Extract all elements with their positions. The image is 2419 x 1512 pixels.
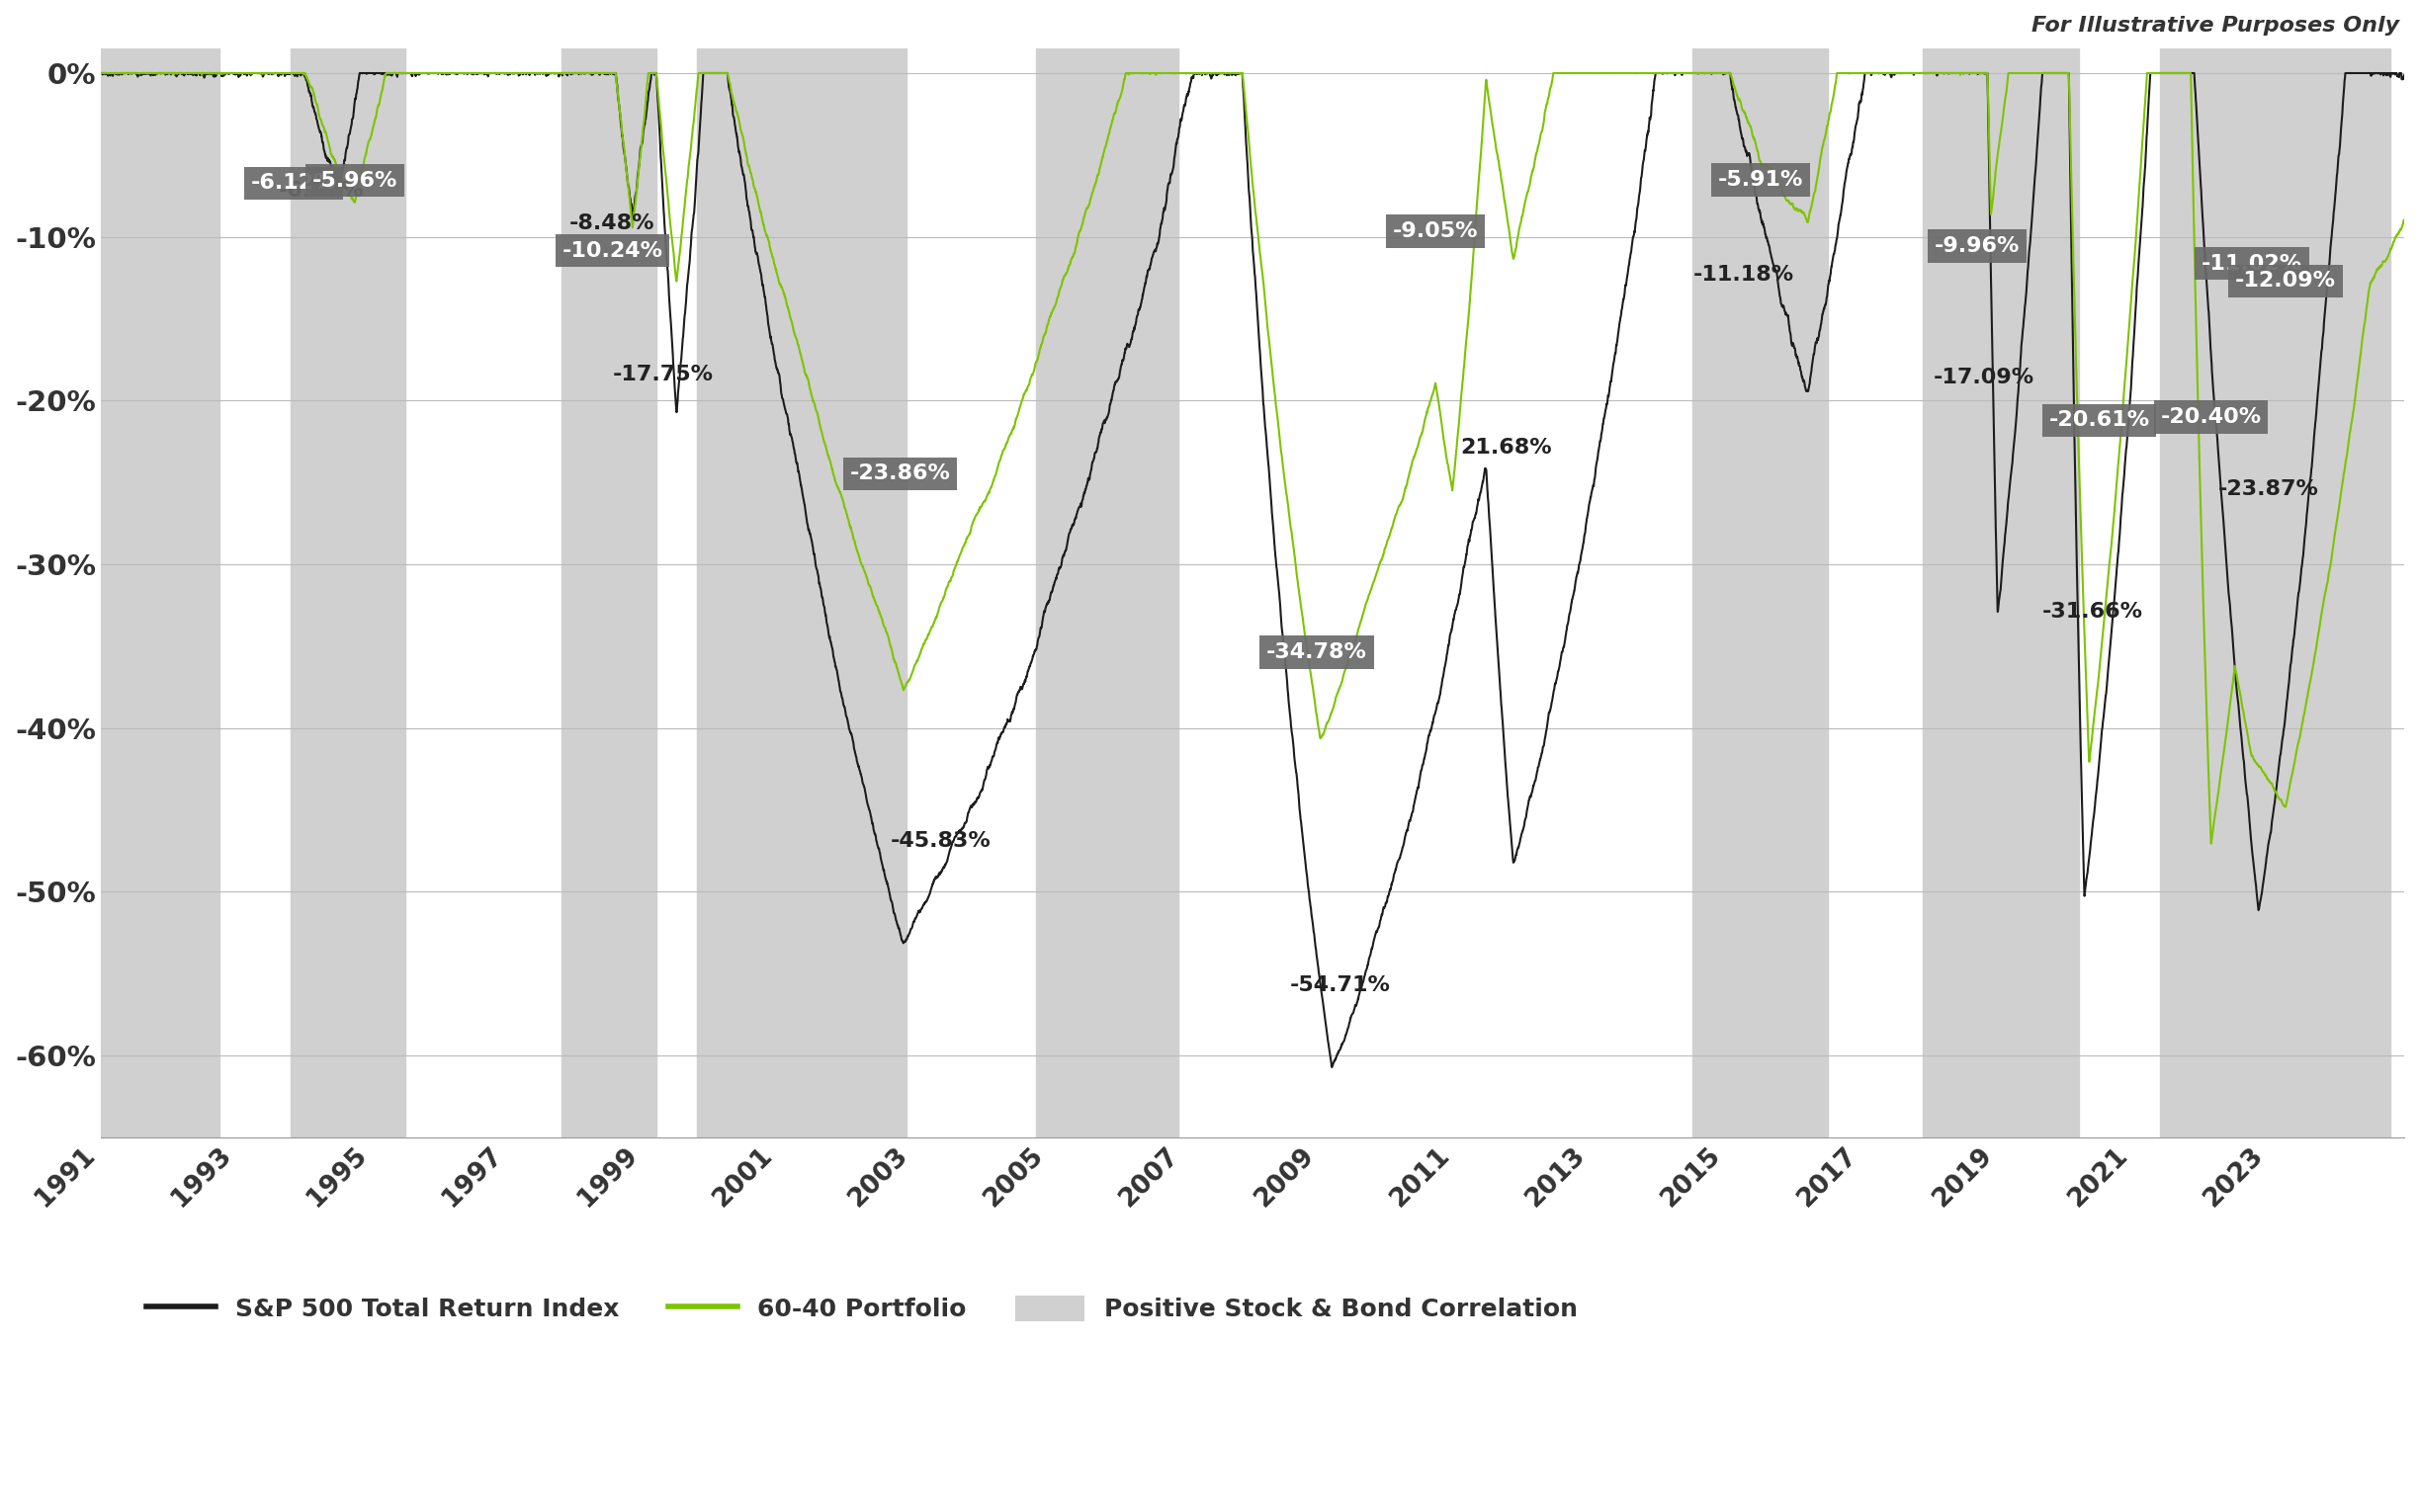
Text: -45.83%: -45.83% [890,832,992,851]
Text: -12.09%: -12.09% [2235,271,2337,290]
Text: -6.37%: -6.37% [278,181,363,201]
Text: -23.87%: -23.87% [2218,479,2320,499]
Text: -34.78%: -34.78% [1268,643,1367,662]
Text: -9.96%: -9.96% [1935,236,2020,256]
Text: For Illustrative Purposes Only: For Illustrative Purposes Only [2032,15,2400,35]
Text: -54.71%: -54.71% [1289,975,1391,995]
Text: 21.68%: 21.68% [1461,438,1553,458]
Text: -20.40%: -20.40% [2160,407,2262,426]
Bar [68,48,220,1137]
Text: -17.75%: -17.75% [612,364,714,384]
Bar [1923,48,2078,1137]
Text: -31.66%: -31.66% [2042,602,2143,621]
Bar [2160,48,2390,1137]
Bar [561,48,656,1137]
Text: -10.24%: -10.24% [561,240,663,260]
Text: -20.61%: -20.61% [2049,410,2150,431]
Bar [290,48,406,1137]
Bar [697,48,907,1137]
Text: -5.91%: -5.91% [1717,169,1802,189]
Text: -6.12%: -6.12% [252,174,336,194]
Bar [1035,48,1178,1137]
Text: -8.48%: -8.48% [568,213,656,233]
Text: -11.02%: -11.02% [2201,254,2303,274]
Text: -9.05%: -9.05% [1393,221,1478,240]
Text: -23.86%: -23.86% [849,464,951,484]
Legend: S&P 500 Total Return Index, 60-40 Portfolio, Positive Stock & Bond Correlation: S&P 500 Total Return Index, 60-40 Portfo… [135,1285,1587,1332]
Bar [1693,48,1829,1137]
Text: -11.18%: -11.18% [1693,265,1795,284]
Text: -17.09%: -17.09% [1933,367,2034,387]
Text: -5.96%: -5.96% [312,171,397,191]
